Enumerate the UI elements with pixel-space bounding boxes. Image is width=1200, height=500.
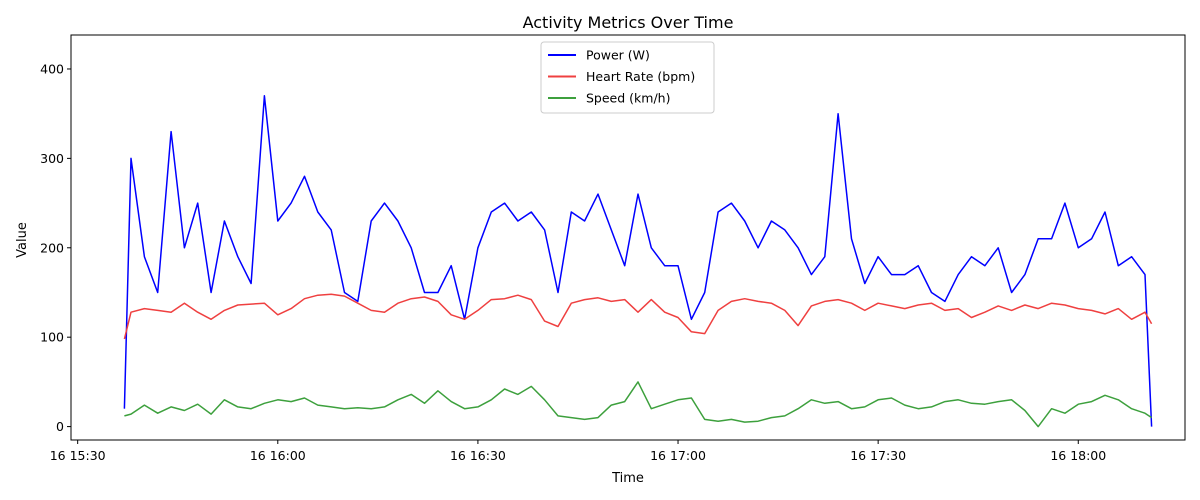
series-layer — [123, 95, 1153, 428]
x-axis: 16 15:30 16 16:00 16 16:30 16 17:00 16 17:30… — [50, 440, 1106, 463]
y-tick-label-3: 300 — [40, 151, 64, 166]
legend-label-1: Heart Rate (bpm) — [586, 69, 695, 84]
series-line-1 — [123, 293, 1153, 340]
chart-title: Activity Metrics Over Time — [523, 13, 734, 32]
x-tick-label-2: 16 16:30 — [450, 448, 506, 463]
y-tick-label-2: 200 — [40, 240, 64, 255]
x-tick-label-0: 16 15:30 — [50, 448, 106, 463]
x-tick-label-3: 16 17:00 — [650, 448, 706, 463]
y-axis: 0 100 200 300 400 — [40, 61, 71, 434]
plot-frame — [70, 34, 1186, 441]
legend-items: Power (W) Heart Rate (bpm) Speed (km/h) — [548, 48, 695, 106]
y-tick-label-4: 400 — [40, 61, 64, 76]
plot-area — [70, 34, 1186, 441]
legend-box — [540, 41, 715, 114]
x-tick-label-1: 16 16:00 — [250, 448, 306, 463]
y-tick-label-1: 100 — [40, 330, 64, 345]
x-tick-label-4: 16 17:30 — [850, 448, 906, 463]
y-axis-label: Value — [15, 222, 30, 258]
y-tick-label-0: 0 — [56, 419, 64, 434]
legend-label-0: Power (W) — [586, 48, 650, 63]
x-tick-label-5: 16 18:00 — [1050, 448, 1106, 463]
legend-label-2: Speed (km/h) — [586, 91, 670, 106]
series-line-0 — [123, 95, 1153, 427]
legend: Power (W) Heart Rate (bpm) Speed (km/h) — [540, 41, 715, 114]
series-line-2 — [124, 381, 1153, 428]
x-axis-label: Time — [611, 471, 644, 486]
